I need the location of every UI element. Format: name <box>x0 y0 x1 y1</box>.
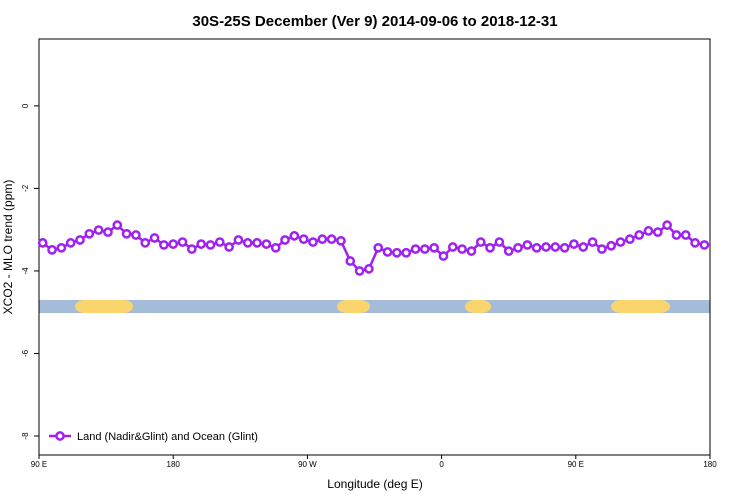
data-point <box>214 237 225 247</box>
data-point <box>112 220 123 230</box>
data-point <box>550 242 561 252</box>
data-point <box>690 238 700 248</box>
data-point <box>447 242 458 252</box>
data-point <box>475 237 486 247</box>
data-point <box>354 266 365 276</box>
data-point <box>643 226 654 236</box>
data-point <box>634 230 645 240</box>
data-point <box>131 230 141 240</box>
data-point <box>177 237 188 247</box>
land-span <box>74 300 134 313</box>
chart-title: 30S-25S December (Ver 9) 2014-09-06 to 2… <box>192 13 557 30</box>
data-point <box>159 240 169 250</box>
data-point <box>606 240 617 251</box>
data-point <box>196 239 207 249</box>
data-point <box>541 242 551 252</box>
plot-frame <box>38 38 711 456</box>
data-point <box>289 231 300 241</box>
data-point <box>671 230 682 240</box>
x-tick-label: 90 E <box>568 460 584 469</box>
data-point <box>410 244 421 254</box>
land-span <box>337 300 371 313</box>
data-point <box>503 246 514 256</box>
data-point <box>597 244 607 254</box>
data-point <box>652 227 663 237</box>
legend-label: Land (Nadir&Glint) and Ocean (Glint) <box>77 431 258 443</box>
x-tick-label: 90 E <box>31 460 47 469</box>
data-point <box>587 237 598 247</box>
data-point <box>578 242 589 252</box>
data-point <box>270 242 281 253</box>
data-point <box>625 234 635 245</box>
data-point <box>233 235 244 245</box>
data-point <box>205 240 216 250</box>
data-point <box>438 251 449 261</box>
data-point <box>513 242 523 253</box>
x-tick-label: 90 W <box>298 460 317 469</box>
data-point <box>75 235 85 245</box>
data-point <box>308 237 318 247</box>
data-point <box>261 239 272 249</box>
y-tick-label: -4 <box>21 267 30 275</box>
data-point <box>37 238 48 248</box>
data-point <box>531 242 542 253</box>
data-point <box>345 256 356 266</box>
data-point <box>280 235 290 245</box>
data-point <box>559 242 570 253</box>
data-point <box>466 246 477 256</box>
data-point <box>680 230 691 240</box>
data-point <box>224 242 234 252</box>
data-point <box>699 240 710 250</box>
data-point <box>419 244 430 254</box>
data-point <box>121 228 132 239</box>
data-point <box>84 228 95 239</box>
data-point <box>298 234 309 245</box>
data-point <box>615 237 626 247</box>
data-point <box>140 238 151 248</box>
data-point <box>168 239 179 249</box>
data-point <box>457 244 467 254</box>
data-point <box>252 238 262 248</box>
data-point <box>317 234 328 245</box>
data-point <box>56 242 67 253</box>
data-point <box>242 238 253 248</box>
data-point <box>662 220 672 230</box>
y-tick-label: -2 <box>21 184 30 192</box>
legend-marker <box>55 431 65 441</box>
data-point <box>336 235 346 246</box>
data-point <box>364 264 374 274</box>
data-point <box>429 242 439 253</box>
x-tick-label: 180 <box>703 460 717 469</box>
data-point <box>373 242 384 253</box>
data-point <box>65 238 76 248</box>
ocean-band <box>39 300 710 313</box>
data-point <box>186 244 197 254</box>
data-point <box>494 237 505 247</box>
data-point <box>392 247 402 258</box>
y-tick-label: -6 <box>21 349 30 357</box>
land-span <box>610 300 671 313</box>
data-point <box>47 245 57 255</box>
data-point <box>522 240 533 250</box>
data-point <box>149 233 160 243</box>
x-tick-label: 0 <box>439 460 444 469</box>
land-span <box>465 300 492 313</box>
data-point <box>485 242 495 253</box>
data-point <box>103 227 113 237</box>
x-tick-label: 180 <box>167 460 181 469</box>
data-point <box>326 234 337 245</box>
x-axis-label: Longitude (deg E) <box>327 477 422 491</box>
data-point <box>401 247 412 258</box>
data-point <box>93 225 104 235</box>
data-point <box>382 247 393 257</box>
y-axis-label: XCO2 - MLO trend (ppm) <box>1 180 15 315</box>
y-tick-label: 0 <box>21 103 30 108</box>
data-point <box>569 239 579 249</box>
y-tick-label: -8 <box>21 432 30 440</box>
